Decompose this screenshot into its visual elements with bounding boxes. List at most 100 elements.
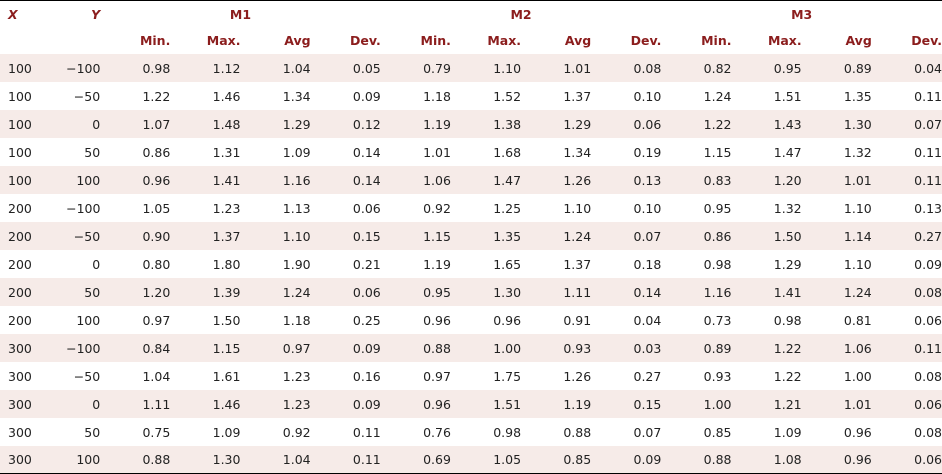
table-cell: 0.09 [310, 334, 381, 362]
table-cell: 0.11 [914, 88, 942, 104]
table-cell: 0.06 [352, 200, 381, 216]
table-cell: 0.92 [282, 424, 311, 440]
table-cell: 1.37 [563, 256, 592, 272]
table-cell: 1.23 [282, 368, 311, 384]
table-cell: 0.85 [521, 446, 592, 474]
cell-x: 200 [8, 312, 32, 328]
table-cell: 0.88 [100, 446, 171, 474]
table-cell: 0.79 [380, 54, 451, 82]
table-cell: 0.88 [380, 334, 451, 362]
table-cell: 0.98 [493, 424, 522, 440]
table-cell: 0.16 [352, 368, 381, 384]
table-cell: 1.11 [100, 390, 171, 418]
table-cell: 1.22 [731, 334, 802, 362]
table-cell: 0.89 [801, 54, 872, 82]
table-cell: 1.12 [170, 54, 241, 82]
table-cell: 0.95 [703, 200, 732, 216]
table-cell: 1.32 [843, 144, 872, 160]
header-x: X [0, 0, 67, 27]
table-cell: 0.86 [142, 144, 171, 160]
table-cell: 0.11 [310, 446, 381, 474]
table-cell: 1.29 [240, 110, 311, 138]
table-cell: 1.01 [801, 166, 872, 194]
cell-y: −50 [73, 88, 101, 104]
table-cell: 1.48 [170, 110, 241, 138]
table-cell: 0.27 [871, 222, 942, 250]
table-cell: 1.30 [801, 110, 872, 138]
table-row: 100 −100 0.98 1.12 1.04 0.05 0.79 1.10 1.01 0.08 0… [0, 54, 942, 82]
header-stat: Max. [487, 33, 522, 48]
table-cell: 1.35 [843, 88, 872, 104]
table-cell: 1.24 [521, 222, 592, 250]
table-cell: 1.75 [493, 368, 522, 384]
table-cell: 0.86 [661, 222, 732, 250]
header-stat: Avg [564, 33, 592, 48]
table-cell: 0.97 [240, 334, 311, 362]
table-cell: 1.04 [142, 368, 171, 384]
table-cell: 0.88 [661, 446, 732, 474]
header-row-groups: X Y M1 M2 M3 [0, 0, 942, 27]
cell-x: 100 [0, 110, 67, 138]
table-cell: 0.90 [100, 222, 171, 250]
cell-y: −100 [66, 334, 100, 362]
table-cell: 1.80 [212, 256, 241, 272]
table-cell: 1.05 [450, 446, 522, 474]
table-cell: 0.05 [310, 54, 381, 82]
table-cell: 0.69 [380, 446, 451, 474]
table-cell: 1.68 [493, 144, 522, 160]
cell-x: 300 [8, 368, 32, 384]
table-cell: 0.98 [773, 312, 802, 328]
table-row: 200 100 0.97 1.50 1.18 0.25 0.96 0.96 0.91 0.04 0.… [0, 306, 942, 334]
table-row: 100 0 1.07 1.48 1.29 0.12 1.19 1.38 1.29 0.06 1.22… [0, 110, 942, 138]
table-cell: 1.47 [450, 166, 522, 194]
table-cell: 1.09 [212, 424, 241, 440]
table-cell: 1.22 [142, 88, 171, 104]
table-cell: 0.09 [352, 88, 381, 104]
table-cell: 1.06 [380, 166, 451, 194]
table-row: 300 0 1.11 1.46 1.23 0.09 0.96 1.51 1.19 0.15 1.00… [0, 390, 942, 418]
table-cell: 1.32 [773, 200, 802, 216]
table-row: 300 100 0.88 1.30 1.04 0.11 0.69 1.05 0.85 0.09 0.… [0, 446, 942, 474]
cell-y: 50 [84, 144, 101, 160]
cell-x: 100 [8, 88, 32, 104]
table-cell: 1.20 [100, 278, 171, 306]
table-cell: 1.41 [731, 278, 802, 306]
table-cell: 0.97 [142, 312, 171, 328]
table-cell: 1.52 [493, 88, 522, 104]
table-cell: 1.51 [773, 88, 802, 104]
table-cell: 1.04 [240, 54, 311, 82]
table-cell: 1.29 [773, 256, 802, 272]
table-cell: 0.96 [100, 166, 171, 194]
table-cell: 0.76 [423, 424, 451, 440]
table-cell: 1.24 [703, 88, 732, 104]
cell-x: 300 [0, 334, 67, 362]
table-cell: 1.26 [563, 368, 592, 384]
table-cell: 1.10 [843, 256, 872, 272]
header-y: Y [66, 0, 101, 27]
table-cell: 0.18 [633, 256, 662, 272]
header-group-m2: M2 [380, 0, 662, 27]
table-cell: 1.43 [731, 110, 802, 138]
table-cell: 0.88 [563, 424, 592, 440]
table-cell: 0.14 [591, 278, 662, 306]
table-cell: 0.25 [352, 312, 381, 328]
table-cell: 1.30 [170, 446, 241, 474]
table-cell: 0.08 [914, 368, 942, 384]
table-cell: 1.23 [240, 390, 311, 418]
table-cell: 0.09 [310, 390, 381, 418]
table-cell: 0.14 [310, 166, 381, 194]
table-cell: 1.11 [521, 278, 592, 306]
table-cell: 0.08 [871, 278, 942, 306]
table-cell: 0.96 [380, 390, 451, 418]
table-cell: 1.06 [801, 334, 872, 362]
cell-y: 50 [84, 424, 101, 440]
table-cell: 1.24 [240, 278, 311, 306]
table-cell: 0.06 [310, 278, 381, 306]
table-cell: 1.01 [801, 390, 872, 418]
table-cell: 1.51 [450, 390, 522, 418]
table-cell: 1.16 [240, 166, 311, 194]
header-row-stats: Min. Max. Avg Dev. Min. Max. Avg Dev. Mi… [0, 27, 942, 54]
table-cell: 0.07 [871, 110, 942, 138]
table-cell: 1.01 [423, 144, 451, 160]
table-row: 100 −50 1.22 1.46 1.34 0.09 1.18 1.52 1.37 0.10 1.… [0, 82, 942, 110]
